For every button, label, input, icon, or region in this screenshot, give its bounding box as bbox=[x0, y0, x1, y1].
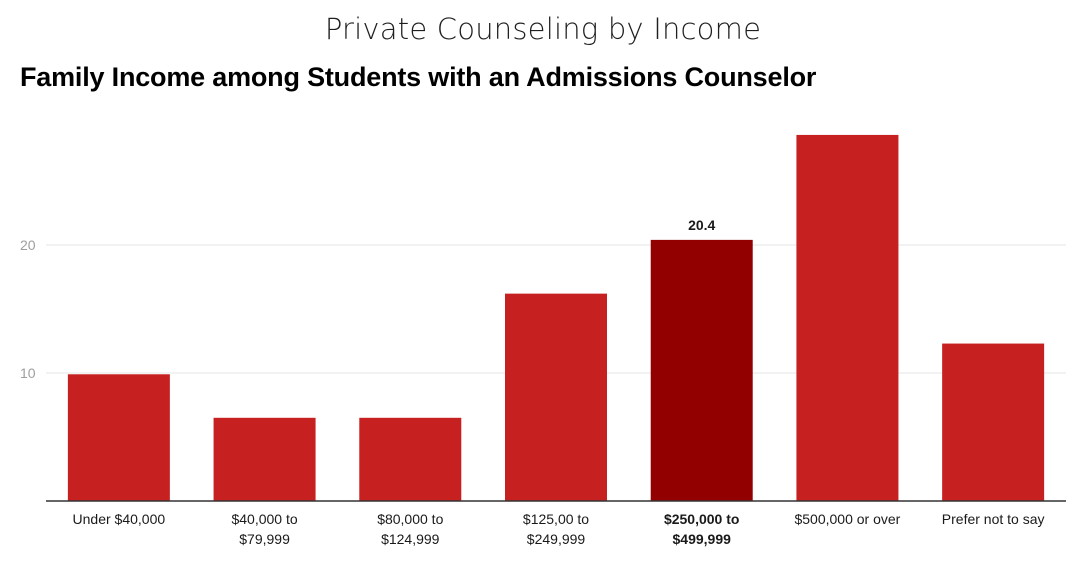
data-label: 20.4 bbox=[688, 217, 715, 233]
chart-subtitle: Family Income among Students with an Adm… bbox=[20, 62, 817, 92]
x-tick-label: $125,00 to bbox=[523, 511, 589, 527]
bar-5 bbox=[796, 134, 899, 502]
x-tick-label: $40,000 to bbox=[231, 511, 297, 527]
x-tick-label: $500,000 or over bbox=[794, 511, 900, 527]
y-tick-label: 20 bbox=[20, 237, 36, 253]
y-tick-label: 10 bbox=[20, 365, 36, 381]
x-tick-label: $250,000 to bbox=[664, 511, 740, 527]
x-tick-label: $249,999 bbox=[527, 531, 586, 547]
bar-0 bbox=[67, 374, 170, 501]
x-tick-label: $79,999 bbox=[239, 531, 290, 547]
chart-title: Private Counseling by Income bbox=[324, 12, 762, 46]
bar-6 bbox=[942, 343, 1045, 501]
x-tick-label: Under $40,000 bbox=[73, 511, 166, 527]
bar-4 bbox=[650, 239, 753, 501]
bar-2 bbox=[359, 417, 462, 501]
x-tick-label: $80,000 to bbox=[377, 511, 443, 527]
x-tick-label: $124,999 bbox=[381, 531, 440, 547]
x-tick-label: $499,999 bbox=[673, 531, 732, 547]
x-tick-label: Prefer not to say bbox=[942, 511, 1045, 527]
bar-3 bbox=[505, 293, 607, 501]
bar-1 bbox=[213, 417, 316, 501]
